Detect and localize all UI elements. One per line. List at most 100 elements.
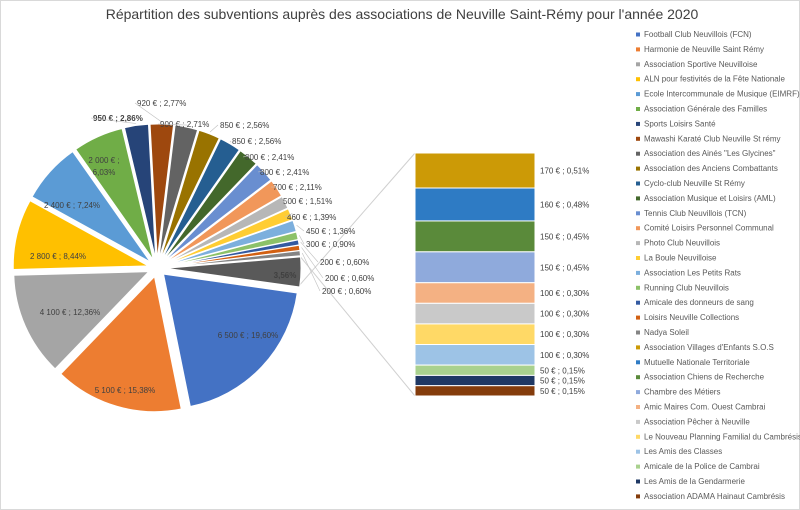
- legend-swatch: [636, 62, 640, 67]
- pie-data-label: 200 € ; 0,60%: [322, 287, 371, 296]
- legend-item: Association Générale des Familles: [636, 105, 767, 114]
- legend-item: Sports Loisirs Santé: [636, 119, 716, 128]
- legend-item: Association des Anciens Combattants: [636, 164, 778, 173]
- leader-line: [242, 155, 250, 158]
- pie-data-label: 2 000 € ; 6,03%: [88, 156, 119, 177]
- legend-label: Cyclo-club Neuville St Rémy: [644, 179, 745, 188]
- bar-data-label: 150 € ; 0,45%: [540, 232, 589, 241]
- bar-data-label: 100 € ; 0,30%: [540, 289, 589, 298]
- legend-swatch: [636, 196, 640, 201]
- bar-data-label: 100 € ; 0,30%: [540, 351, 589, 360]
- legend-swatch: [636, 449, 640, 454]
- legend-label: Association des Anciens Combattants: [644, 164, 778, 173]
- legend-item: Tennis Club Neuvillois (TCN): [636, 209, 747, 218]
- pie-data-label: 850 € ; 2,56%: [232, 137, 281, 146]
- legend-item: Harmonie de Neuville Saint Rémy: [636, 45, 764, 54]
- bar-segment: [414, 302, 536, 325]
- legend-label: Association Pêcher à Neuville: [644, 417, 750, 426]
- legend-swatch: [636, 494, 640, 499]
- pie-data-label-other: 3,56%: [274, 271, 297, 280]
- legend-swatch: [636, 166, 640, 171]
- pie-slice: [163, 163, 272, 263]
- pie-slice: [159, 129, 220, 260]
- pie-slice: [158, 124, 199, 260]
- legend-item: Association des Ainés "Les Glycines": [636, 149, 776, 158]
- legend-swatch: [636, 226, 640, 231]
- pie-slice: [60, 275, 182, 413]
- pie-data-label: 850 € ; 2,56%: [220, 121, 269, 130]
- legend-label: Amicale des donneurs de sang: [644, 298, 754, 307]
- bar-data-label: 50 € ; 0,15%: [540, 377, 585, 386]
- legend-label: Harmonie de Neuville Saint Rémy: [644, 45, 764, 54]
- legend-swatch: [636, 77, 640, 82]
- legend-label: Les Amis de la Gendarmerie: [644, 477, 745, 486]
- legend-label: Running Club Neuvillois: [644, 283, 729, 292]
- chart-title: Répartition des subventions auprès des a…: [106, 6, 699, 22]
- pie-slice: [123, 123, 157, 260]
- legend-swatch: [636, 464, 640, 469]
- pie-slice: [12, 200, 151, 271]
- bar-segment: [414, 385, 536, 397]
- legend-label: Amicale de la Police de Cambrai: [644, 462, 760, 471]
- legend-label: Loisirs Neuville Collections: [644, 313, 739, 322]
- pie-data-label: 5 100 € ; 15,38%: [95, 386, 156, 395]
- legend-swatch: [636, 270, 640, 275]
- pie-slice-other: [165, 256, 302, 288]
- legend-item: Mawashi Karaté Club Neuville St rémy: [636, 134, 781, 143]
- secondary-bar: [414, 152, 536, 397]
- pie-data-label: 200 € ; 0,60%: [325, 274, 374, 283]
- pie-slice: [31, 150, 151, 263]
- pie-slice: [74, 127, 154, 261]
- bar-data-label: 50 € ; 0,15%: [540, 366, 585, 375]
- bar-data-label: 170 € ; 0,51%: [540, 167, 589, 176]
- pie-data-label: 2 800 € ; 8,44%: [30, 252, 86, 261]
- legend-label: Ecole Intercommunale de Musique (EIMRF): [644, 90, 800, 99]
- bar-segment: [414, 220, 536, 253]
- pie-data-label: 800 € ; 2,41%: [260, 168, 309, 177]
- legend-swatch: [636, 92, 640, 97]
- legend-swatch: [636, 285, 640, 290]
- legend-item: Running Club Neuvillois: [636, 283, 729, 292]
- leader-line: [229, 140, 232, 143]
- legend-label: Association Villages d'Enfants S.O.S: [644, 343, 774, 352]
- pie-slice: [165, 219, 297, 266]
- legend-swatch: [636, 256, 640, 260]
- legend-swatch: [636, 241, 640, 246]
- legend-item: Association Villages d'Enfants S.O.S: [636, 343, 774, 352]
- bar-segment: [414, 187, 536, 222]
- connector-line: [299, 152, 416, 286]
- leader-line: [90, 117, 137, 124]
- legend-label: ALN pour festivités de la Fête Nationale: [644, 75, 786, 84]
- legend-item: Association Musique et Loisirs (AML): [636, 194, 776, 203]
- bar-segment: [414, 152, 536, 189]
- legend-swatch: [636, 434, 640, 439]
- legend-item: Mutuelle Nationale Territoriale: [636, 358, 750, 367]
- pie-slice: [13, 271, 150, 370]
- pie-slice: [162, 149, 257, 262]
- bar-segment: [414, 364, 536, 376]
- legend-label: Amic Maires Com. Ouest Cambrai: [644, 403, 766, 412]
- legend-swatch: [636, 419, 640, 424]
- legend-item: ALN pour festivités de la Fête Nationale: [636, 75, 786, 84]
- legend-swatch: [636, 121, 640, 126]
- legend-label: Mawashi Karaté Club Neuville St rémy: [644, 134, 781, 143]
- leader-line: [301, 247, 324, 279]
- pie-slice: [164, 180, 283, 264]
- pie-data-label: 6 500 € ; 19,60%: [218, 331, 279, 340]
- legend-item: Les Amis de la Gendarmerie: [636, 477, 745, 486]
- legend-swatch: [636, 360, 640, 365]
- pie-data-label: 4 100 € ; 12,36%: [40, 308, 101, 317]
- legend-label: Association Sportive Neuvilloise: [644, 60, 758, 69]
- legend-swatch: [636, 300, 640, 305]
- legend: Football Club Neuvillois (FCN) Harmonie d…: [636, 30, 800, 501]
- legend-swatch: [636, 32, 640, 37]
- legend-label: Association Les Petits Rats: [644, 268, 741, 277]
- legend-label: Chambre des Métiers: [644, 388, 720, 397]
- legend-label: Le Nouveau Planning Familial du Cambrési…: [644, 432, 800, 441]
- pie-data-label: 200 € ; 0,60%: [320, 258, 369, 267]
- legend-swatch: [636, 47, 640, 52]
- legend-label: Association des Ainés "Les Glycines": [644, 149, 776, 158]
